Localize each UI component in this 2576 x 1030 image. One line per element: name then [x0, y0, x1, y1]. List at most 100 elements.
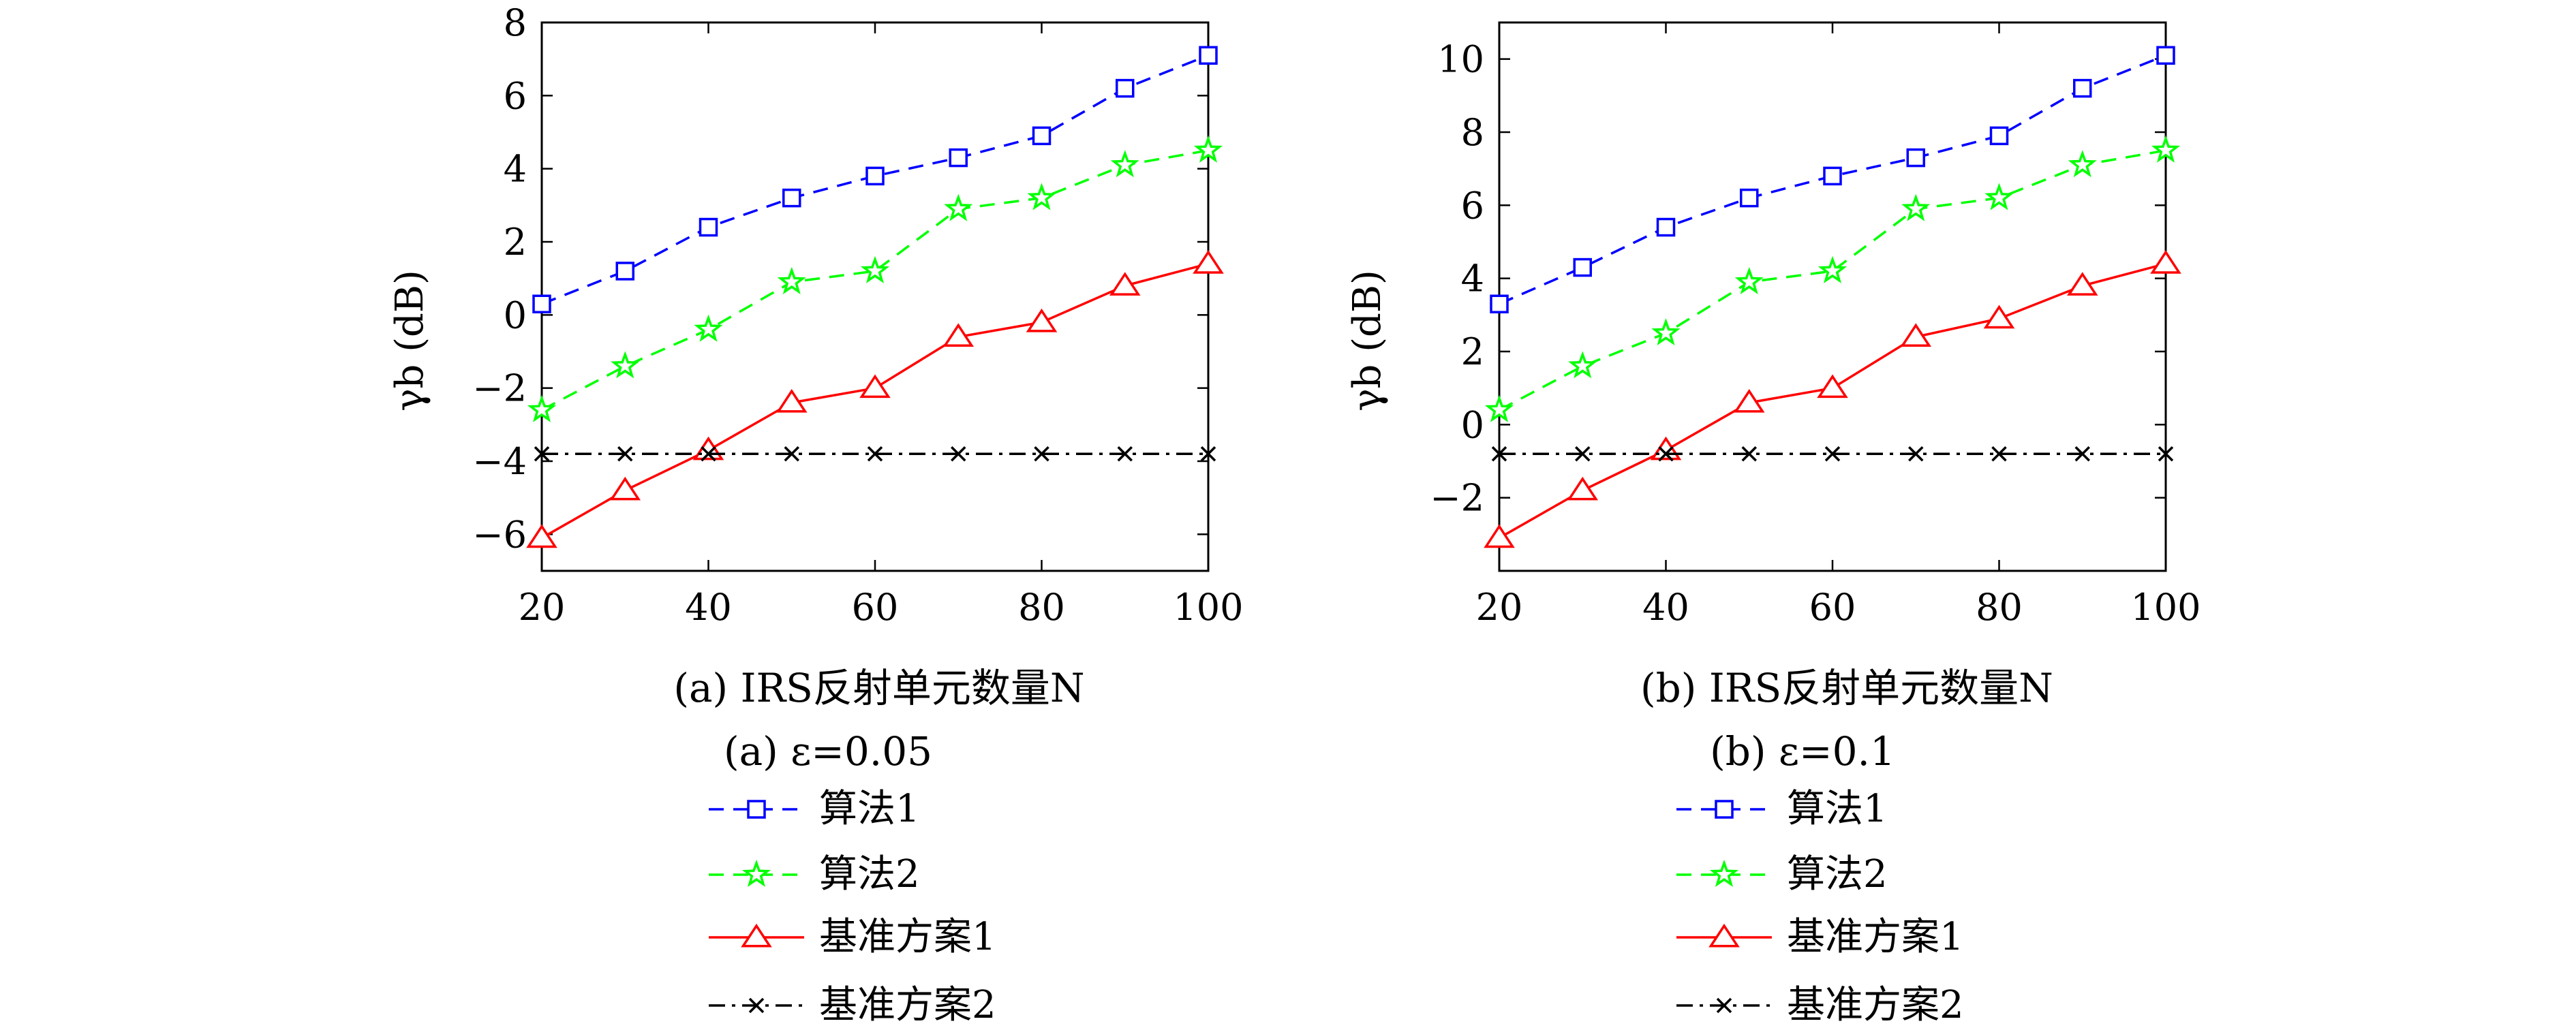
caption-a: (a) ε=0.05 — [724, 728, 932, 775]
data-point-square — [782, 188, 801, 208]
data-point-star — [1818, 255, 1847, 283]
data-point-x — [617, 446, 633, 462]
data-point-square — [1032, 126, 1052, 146]
data-point-triangle — [859, 374, 891, 399]
x-tick-label: 100 — [2130, 586, 2201, 629]
data-point-star — [860, 255, 890, 283]
data-point-triangle — [2150, 250, 2181, 274]
data-point-x — [2158, 446, 2174, 462]
data-point-x — [1034, 446, 1049, 462]
data-point-x — [951, 446, 966, 462]
data-point-star — [1651, 318, 1681, 346]
legend-b: 算法1 算法2 基准方案1 基准方案2 — [1676, 787, 1964, 1027]
data-point-x — [1117, 446, 1133, 462]
legend-a: 算法1 算法2 基准方案1 基准方案2 — [709, 787, 996, 1027]
data-point-x — [1824, 446, 1841, 462]
legend-label-3: 基准方案1 — [1787, 915, 1964, 959]
y-tick-label: 6 — [1461, 184, 1484, 227]
data-point-triangle — [1109, 272, 1141, 296]
data-point-triangle — [2066, 272, 2098, 296]
x-tick-label: 20 — [519, 586, 566, 629]
data-point-square — [1823, 166, 1842, 186]
data-point-square — [2156, 46, 2175, 65]
ylabel-a: γb (dB) — [388, 270, 432, 411]
data-point-x — [1991, 446, 2007, 462]
data-point-star — [1484, 394, 1514, 422]
legend-label-3: 基准方案1 — [819, 915, 996, 959]
x-tick-label: 60 — [852, 586, 899, 629]
y-tick-label: 0 — [504, 294, 527, 337]
legend-marker-square — [747, 800, 766, 819]
data-point-x — [2074, 446, 2090, 462]
data-point-triangle — [1026, 308, 1058, 332]
x-tick-label: 40 — [1642, 586, 1689, 629]
caption-b: (b) ε=0.1 — [1710, 728, 1895, 775]
data-point-x — [784, 446, 799, 462]
y-tick-label: 10 — [1437, 38, 1484, 81]
y-tick-label: −2 — [472, 367, 527, 410]
y-tick-label: 0 — [1461, 403, 1484, 446]
legend-marker-star — [741, 859, 771, 887]
plot-area-b: 20 40 60 80 100 −2 0 2 4 6 8 10 — [1430, 21, 2201, 629]
data-point-square — [1116, 78, 1135, 98]
xlabel-a: (a) IRS反射单元数量N — [673, 665, 1084, 711]
data-point-x — [1658, 446, 1674, 462]
data-point-square — [1740, 188, 1759, 208]
data-point-triangle — [1484, 524, 1515, 548]
data-point-star — [527, 394, 557, 422]
data-point-triangle — [1983, 305, 2015, 329]
data-point-x — [1200, 446, 1216, 462]
data-point-square — [1490, 294, 1509, 313]
data-point-triangle — [1567, 476, 1599, 501]
data-point-x — [534, 446, 550, 462]
data-point-square — [949, 148, 968, 168]
legend-label-2: 算法2 — [819, 852, 920, 896]
legend-label-2: 算法2 — [1787, 852, 1888, 896]
series-line-2 — [1499, 149, 2166, 411]
y-tick-label: 4 — [504, 148, 527, 191]
data-point-star — [2151, 135, 2181, 163]
data-point-square — [532, 294, 551, 313]
y-tick-label: 2 — [504, 221, 527, 264]
data-point-triangle — [1733, 388, 1765, 413]
data-point-square — [1906, 148, 1925, 168]
data-point-triangle — [526, 524, 557, 548]
data-point-square — [615, 262, 634, 281]
data-point-x — [701, 446, 716, 462]
data-point-square — [865, 166, 885, 186]
data-point-star — [2068, 150, 2097, 178]
legend-marker-square — [1715, 800, 1734, 819]
series-line-2 — [541, 149, 1209, 411]
panel-a: 20 40 60 80 100 −6 −4 −2 0 2 4 6 8 (a) IRS反射单元数量N γb… — [388, 1, 1244, 1027]
data-point-star — [1568, 351, 1597, 379]
plot-area-a: 20 40 60 80 100 −6 −4 −2 0 2 4 6 8 — [472, 1, 1243, 629]
data-point-triangle — [942, 323, 975, 347]
data-point-square — [1199, 46, 1218, 65]
legend-label-1: 算法1 — [1787, 787, 1888, 831]
data-point-triangle — [609, 476, 641, 501]
data-point-triangle — [1900, 323, 1932, 347]
legend-marker-triangle — [741, 923, 772, 948]
x-tick-label: 80 — [1018, 586, 1065, 629]
legend-marker-x — [748, 997, 765, 1014]
data-point-star — [1193, 135, 1223, 163]
y-tick-label: 8 — [1461, 111, 1484, 154]
data-point-triangle — [776, 388, 808, 413]
xlabel-b: (b) IRS反射单元数量N — [1640, 665, 2053, 711]
data-point-square — [1989, 126, 2009, 146]
y-tick-label: −6 — [472, 513, 527, 556]
legend-marker-x — [1716, 997, 1732, 1014]
data-point-x — [1491, 446, 1507, 462]
data-point-triangle — [1817, 374, 1848, 399]
y-tick-label: −2 — [1430, 477, 1484, 520]
x-tick-label: 80 — [1976, 586, 2023, 629]
x-tick-label: 20 — [1476, 586, 1523, 629]
data-point-square — [1656, 217, 1676, 237]
y-tick-label: 4 — [1461, 258, 1484, 300]
data-point-star — [694, 314, 723, 342]
data-point-square — [699, 217, 718, 237]
data-point-x — [1908, 446, 1924, 462]
y-tick-label: −4 — [472, 440, 527, 483]
x-tick-label: 40 — [685, 586, 732, 629]
